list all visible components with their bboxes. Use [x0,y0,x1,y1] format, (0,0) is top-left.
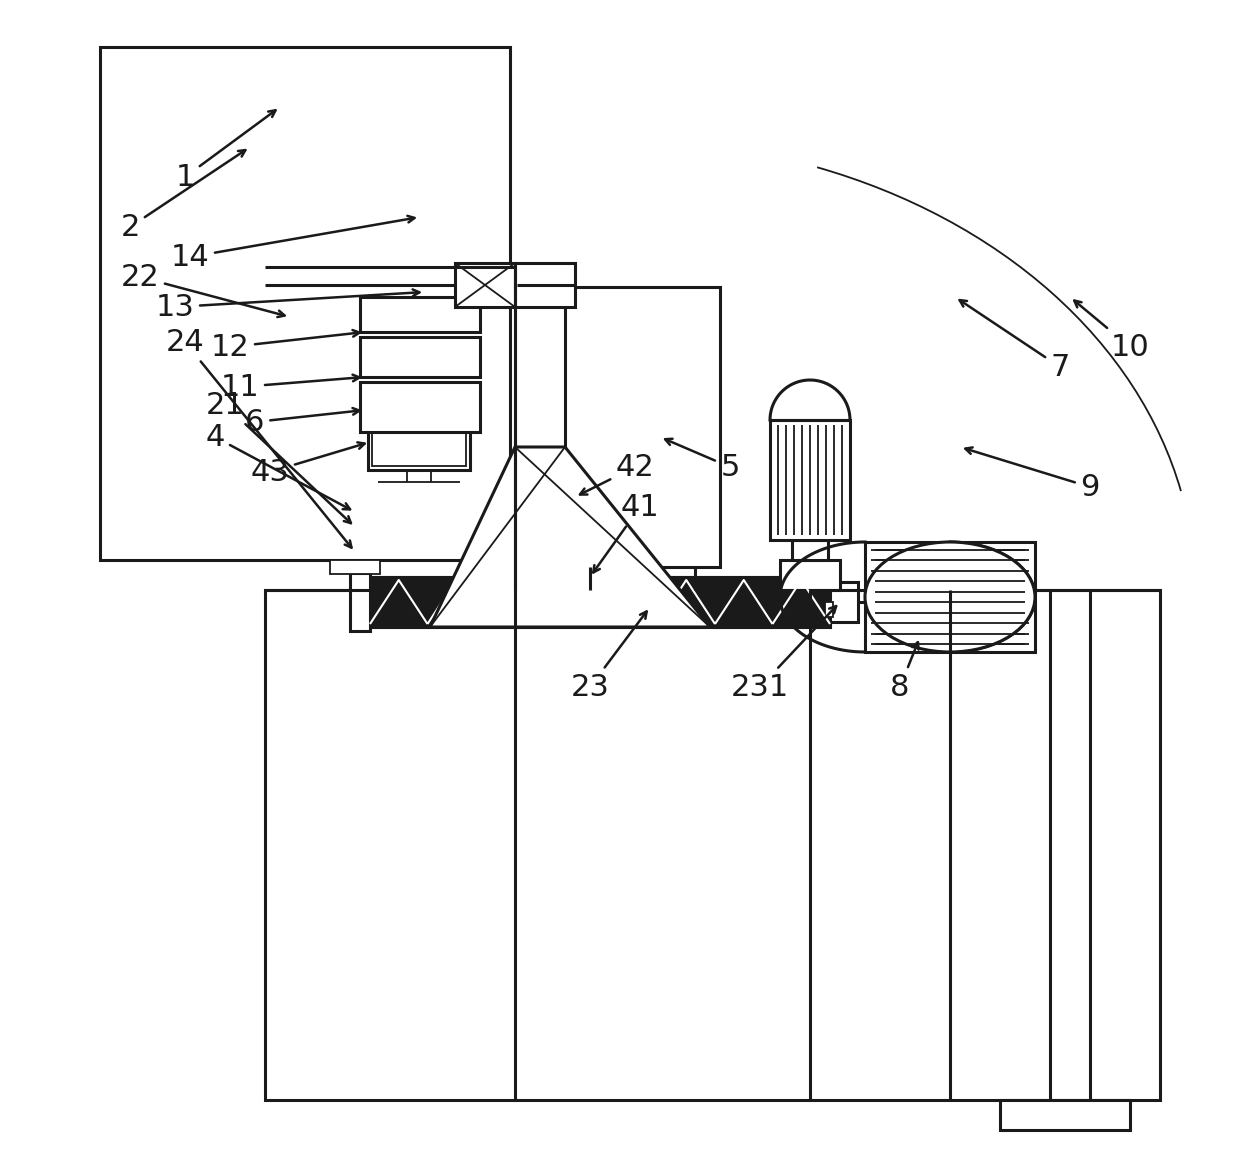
Text: 22: 22 [120,263,285,317]
Bar [361,337,479,377]
Bar [781,560,840,591]
Text: 4: 4 [206,422,351,509]
Polygon shape [430,447,710,627]
Text: 21: 21 [206,391,351,523]
Bar [349,573,370,631]
Text: 24: 24 [166,328,352,547]
Bar [265,591,1160,1100]
Text: 11: 11 [221,372,359,401]
Bar [361,382,479,432]
Text: 41: 41 [593,492,659,573]
Bar [769,420,850,540]
Text: 13: 13 [156,289,420,321]
Text: 1: 1 [175,111,275,191]
Text: 6: 6 [245,407,359,436]
Bar [865,541,1035,652]
Text: 231: 231 [731,606,836,701]
Bar [792,540,828,560]
Ellipse shape [865,541,1035,652]
Text: 43: 43 [250,442,364,487]
Bar [565,287,720,567]
Bar [372,421,466,466]
Text: 12: 12 [211,330,359,362]
Text: 2: 2 [120,151,245,242]
Bar [361,296,479,331]
Text: 10: 10 [1074,301,1150,362]
Text: 8: 8 [891,642,918,701]
Bar [830,582,857,622]
Bar [370,576,830,627]
Bar [825,602,833,617]
Text: 42: 42 [580,453,654,495]
Bar [368,417,470,470]
Bar [1000,1100,1130,1130]
Text: 9: 9 [965,447,1100,502]
Bar [330,560,380,574]
Text: 5: 5 [665,439,740,482]
Bar [370,576,830,627]
Text: 14: 14 [171,216,415,272]
Text: 23: 23 [571,612,647,701]
Bar [455,263,515,307]
Bar [100,47,510,560]
Text: 7: 7 [960,300,1069,382]
Bar [515,263,575,307]
